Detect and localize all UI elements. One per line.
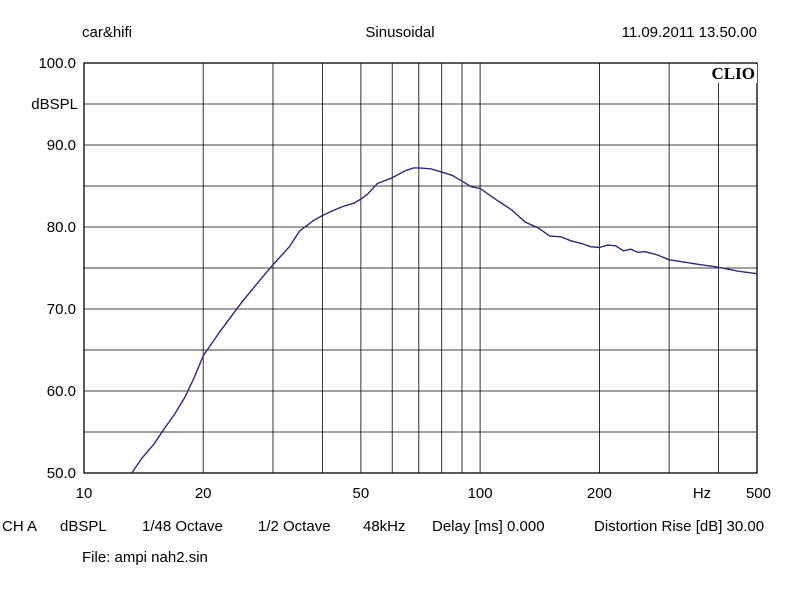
- y-unit-label: dBSPL: [31, 96, 78, 113]
- x-tick-label: 100: [468, 485, 493, 502]
- x-tick-label: 200: [587, 485, 612, 502]
- x-tick-labels: 10 20 50 100 200 500: [76, 485, 771, 502]
- plot-frame: [83, 62, 758, 474]
- header-center-label: Sinusoidal: [365, 24, 434, 41]
- header-timestamp: 11.09.2011 13.50.00: [622, 24, 757, 41]
- x-tick-label: 50: [353, 485, 370, 502]
- footer-file: File: ampi nah2.sin: [82, 549, 208, 566]
- footer-distortion: Distortion Rise [dB] 30.00: [594, 518, 764, 535]
- x-tick-label: 20: [195, 485, 212, 502]
- x-tick-label: 10: [76, 485, 93, 502]
- footer-delay: Delay [ms] 0.000: [432, 518, 545, 535]
- header-left-label: car&hifi: [82, 24, 132, 41]
- grid-lines: [84, 63, 757, 473]
- y-tick-label: 70.0: [47, 301, 76, 318]
- y-tick-label: 60.0: [47, 383, 76, 400]
- y-tick-label: 100.0: [38, 55, 76, 72]
- footer-unit: dBSPL: [60, 518, 107, 535]
- logo-background: [705, 64, 757, 83]
- spl-curve-line: [131, 167, 758, 474]
- footer-resolution: 1/48 Octave: [142, 518, 223, 535]
- x-tick-label: 500: [746, 485, 771, 502]
- x-unit-label: Hz: [693, 485, 711, 502]
- y-tick-label: 90.0: [47, 137, 76, 154]
- curve-layer: [131, 167, 758, 474]
- y-tick-label: 80.0: [47, 219, 76, 236]
- footer-sample-rate: 48kHz: [363, 518, 406, 535]
- y-tick-labels: 100.0 90.0 80.0 70.0 60.0 50.0: [38, 55, 76, 482]
- footer-channel: CH A: [2, 518, 37, 535]
- y-tick-label: 50.0: [47, 465, 76, 482]
- footer-smoothing: 1/2 Octave: [258, 518, 331, 535]
- clio-logo: CLIO: [712, 64, 755, 83]
